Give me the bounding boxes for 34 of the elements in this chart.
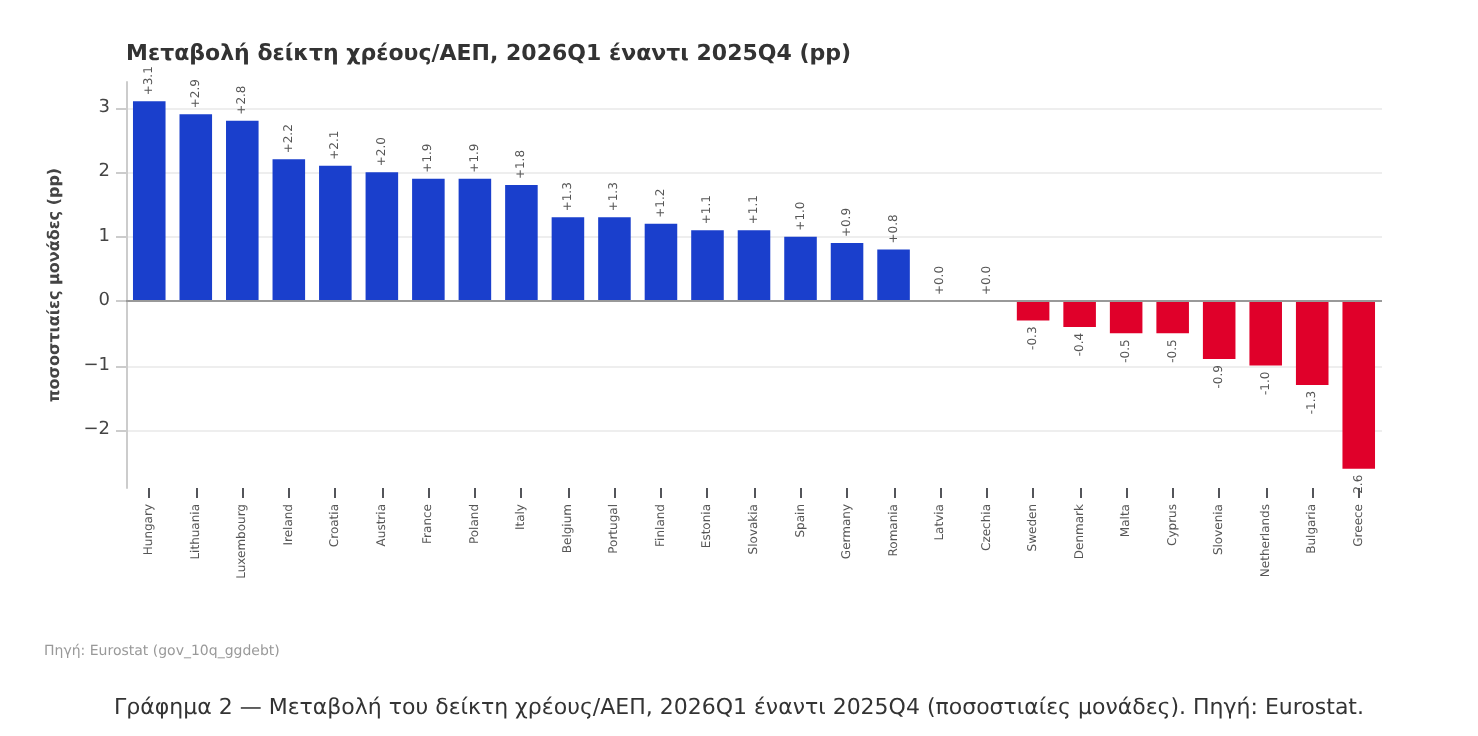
- bar: [365, 172, 399, 302]
- chart-title: Μεταβολή δείκτη χρέους/ΑΕΠ, 2026Q1 έναντι 2025Q4 (pp): [126, 40, 852, 66]
- bar: [830, 243, 864, 302]
- y-tick-label: 2: [98, 162, 110, 183]
- bar: [877, 249, 910, 302]
- bar: [179, 114, 213, 302]
- bar: [598, 217, 631, 302]
- bar: [505, 185, 538, 302]
- bar: [226, 120, 259, 302]
- bar: [319, 165, 352, 302]
- bar: [1295, 301, 1329, 385]
- y-tick-label: 0: [98, 291, 111, 312]
- bar: [644, 223, 678, 302]
- y-axis-title: ποσοστιαίες μονάδες (pp): [44, 167, 63, 403]
- bar: [412, 178, 445, 302]
- bar: [1249, 301, 1282, 366]
- bar: [1109, 301, 1143, 334]
- bar: [132, 101, 166, 302]
- text: Γράφημα 2 — Μεταβολή του δείκτη χρέους/ΑΕΠ, 2026Q1 έναντι 2025Q4 (ποσοστιαίες μονάδες). Πηγή: Eurostat.: [114, 694, 1364, 720]
- bar: [1063, 301, 1096, 327]
- bar: [458, 178, 492, 302]
- y-tick-label: −2: [83, 420, 110, 440]
- bar: [737, 230, 771, 302]
- bar: [1156, 301, 1189, 334]
- bar: [1202, 301, 1236, 360]
- bar: [551, 217, 585, 302]
- y-tick-label: −1: [83, 355, 110, 376]
- bar: [272, 159, 306, 302]
- bar: [691, 230, 724, 302]
- bar: [784, 236, 817, 302]
- bar: [1016, 301, 1050, 321]
- bar: [1342, 301, 1376, 469]
- y-tick-label: 1: [98, 226, 110, 247]
- y-tick-label: 3: [98, 97, 110, 118]
